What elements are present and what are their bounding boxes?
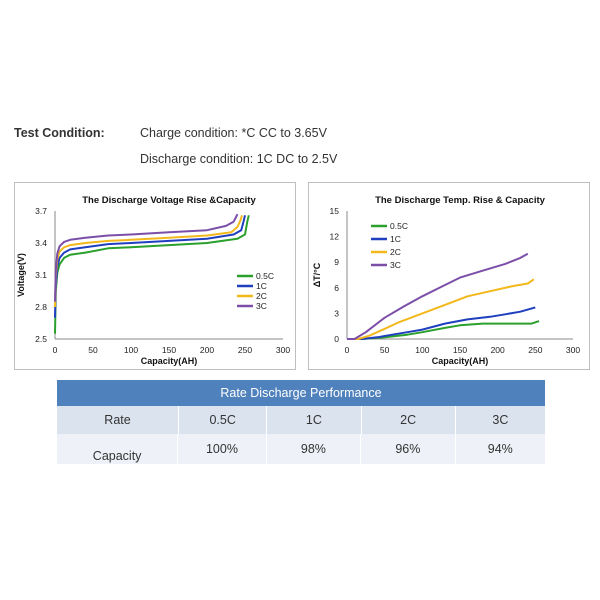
table-cell: 96% <box>361 434 456 464</box>
series-line-2C <box>347 278 535 340</box>
x-tick-label: 150 <box>453 345 467 355</box>
table-title: Rate Discharge Performance <box>57 380 545 406</box>
table-cell: 100% <box>178 434 267 464</box>
y-axis-label: ΔT/°C <box>312 262 322 287</box>
series-line-3C <box>54 213 239 302</box>
table-cell: Capacity <box>57 434 179 464</box>
temperature-capacity-chart: The Discharge Temp. Rise & Capacity 0 3 6 9 1… <box>308 182 590 370</box>
y-tick-label: 2.8 <box>35 302 47 312</box>
y-tick-label: 3.1 <box>35 270 47 280</box>
legend-label: 3C <box>390 260 401 270</box>
x-tick-label: 200 <box>491 345 505 355</box>
legend-label: 1C <box>256 281 267 291</box>
chart-title: The Discharge Temp. Rise & Capacity <box>375 195 546 206</box>
test-condition-label: Test Condition: <box>14 126 105 140</box>
table-cell: 94% <box>455 434 545 464</box>
voltage-capacity-chart: The Discharge Voltage Rise &Capacity 2.5 2… <box>14 182 296 370</box>
charge-condition: Charge condition: *C CC to 3.65V <box>140 126 327 140</box>
legend-label: 2C <box>256 291 267 301</box>
x-tick-label: 0 <box>53 345 58 355</box>
x-axis-label: Capacity(AH) <box>432 356 489 366</box>
rate-discharge-table: Rate Discharge Performance Rate 0.5C 1C … <box>57 380 546 464</box>
y-tick-label: 3 <box>334 308 339 318</box>
table-header-row: Rate 0.5C 1C 2C 3C <box>57 406 546 434</box>
x-tick-label: 300 <box>276 345 290 355</box>
y-tick-label: 2.5 <box>35 334 47 344</box>
header-cell: 3C <box>455 406 546 434</box>
y-axis-label: Voltage(V) <box>16 253 26 297</box>
legend-label: 1C <box>390 234 401 244</box>
x-tick-label: 300 <box>566 345 580 355</box>
header-cell: 1C <box>267 406 362 434</box>
x-tick-label: 100 <box>124 345 138 355</box>
series-line-1C <box>54 215 246 318</box>
y-tick-label: 0 <box>334 334 339 344</box>
table-row: Capacity 100% 98% 96% 94% <box>57 434 545 464</box>
series-line-0.5C <box>54 215 250 334</box>
chart-title: The Discharge Voltage Rise &Capacity <box>82 195 256 206</box>
x-tick-label: 200 <box>200 345 214 355</box>
y-tick-label: 3.7 <box>35 206 47 216</box>
legend-label: 0.5C <box>390 221 408 231</box>
y-tick-label: 9 <box>334 257 339 267</box>
discharge-condition: Discharge condition: 1C DC to 2.5V <box>140 152 338 166</box>
legend-label: 2C <box>390 247 401 257</box>
y-tick-label: 15 <box>330 206 340 216</box>
x-axis-label: Capacity(AH) <box>141 356 198 366</box>
header-cell: 0.5C <box>179 406 268 434</box>
temperature-chart-svg: The Discharge Temp. Rise & Capacity 0 3 6 9 1… <box>312 195 580 366</box>
x-tick-label: 250 <box>528 345 542 355</box>
legend-label: 3C <box>256 301 267 311</box>
x-tick-label: 250 <box>238 345 252 355</box>
series-line-1C <box>347 306 536 340</box>
y-tick-label: 3.4 <box>35 238 47 248</box>
header-cell: Rate <box>57 406 179 434</box>
header-cell: 2C <box>361 406 456 434</box>
x-tick-label: 0 <box>345 345 350 355</box>
y-tick-label: 6 <box>334 283 339 293</box>
voltage-chart-svg: The Discharge Voltage Rise &Capacity 2.5 2… <box>16 195 290 366</box>
series-line-2C <box>54 215 243 308</box>
x-tick-label: 50 <box>88 345 98 355</box>
y-tick-label: 12 <box>330 232 340 242</box>
x-tick-label: 150 <box>162 345 176 355</box>
table-cell: 98% <box>266 434 362 464</box>
x-tick-label: 50 <box>380 345 390 355</box>
series-line-3C <box>347 252 529 340</box>
legend-label: 0.5C <box>256 271 274 281</box>
x-tick-label: 100 <box>415 345 429 355</box>
